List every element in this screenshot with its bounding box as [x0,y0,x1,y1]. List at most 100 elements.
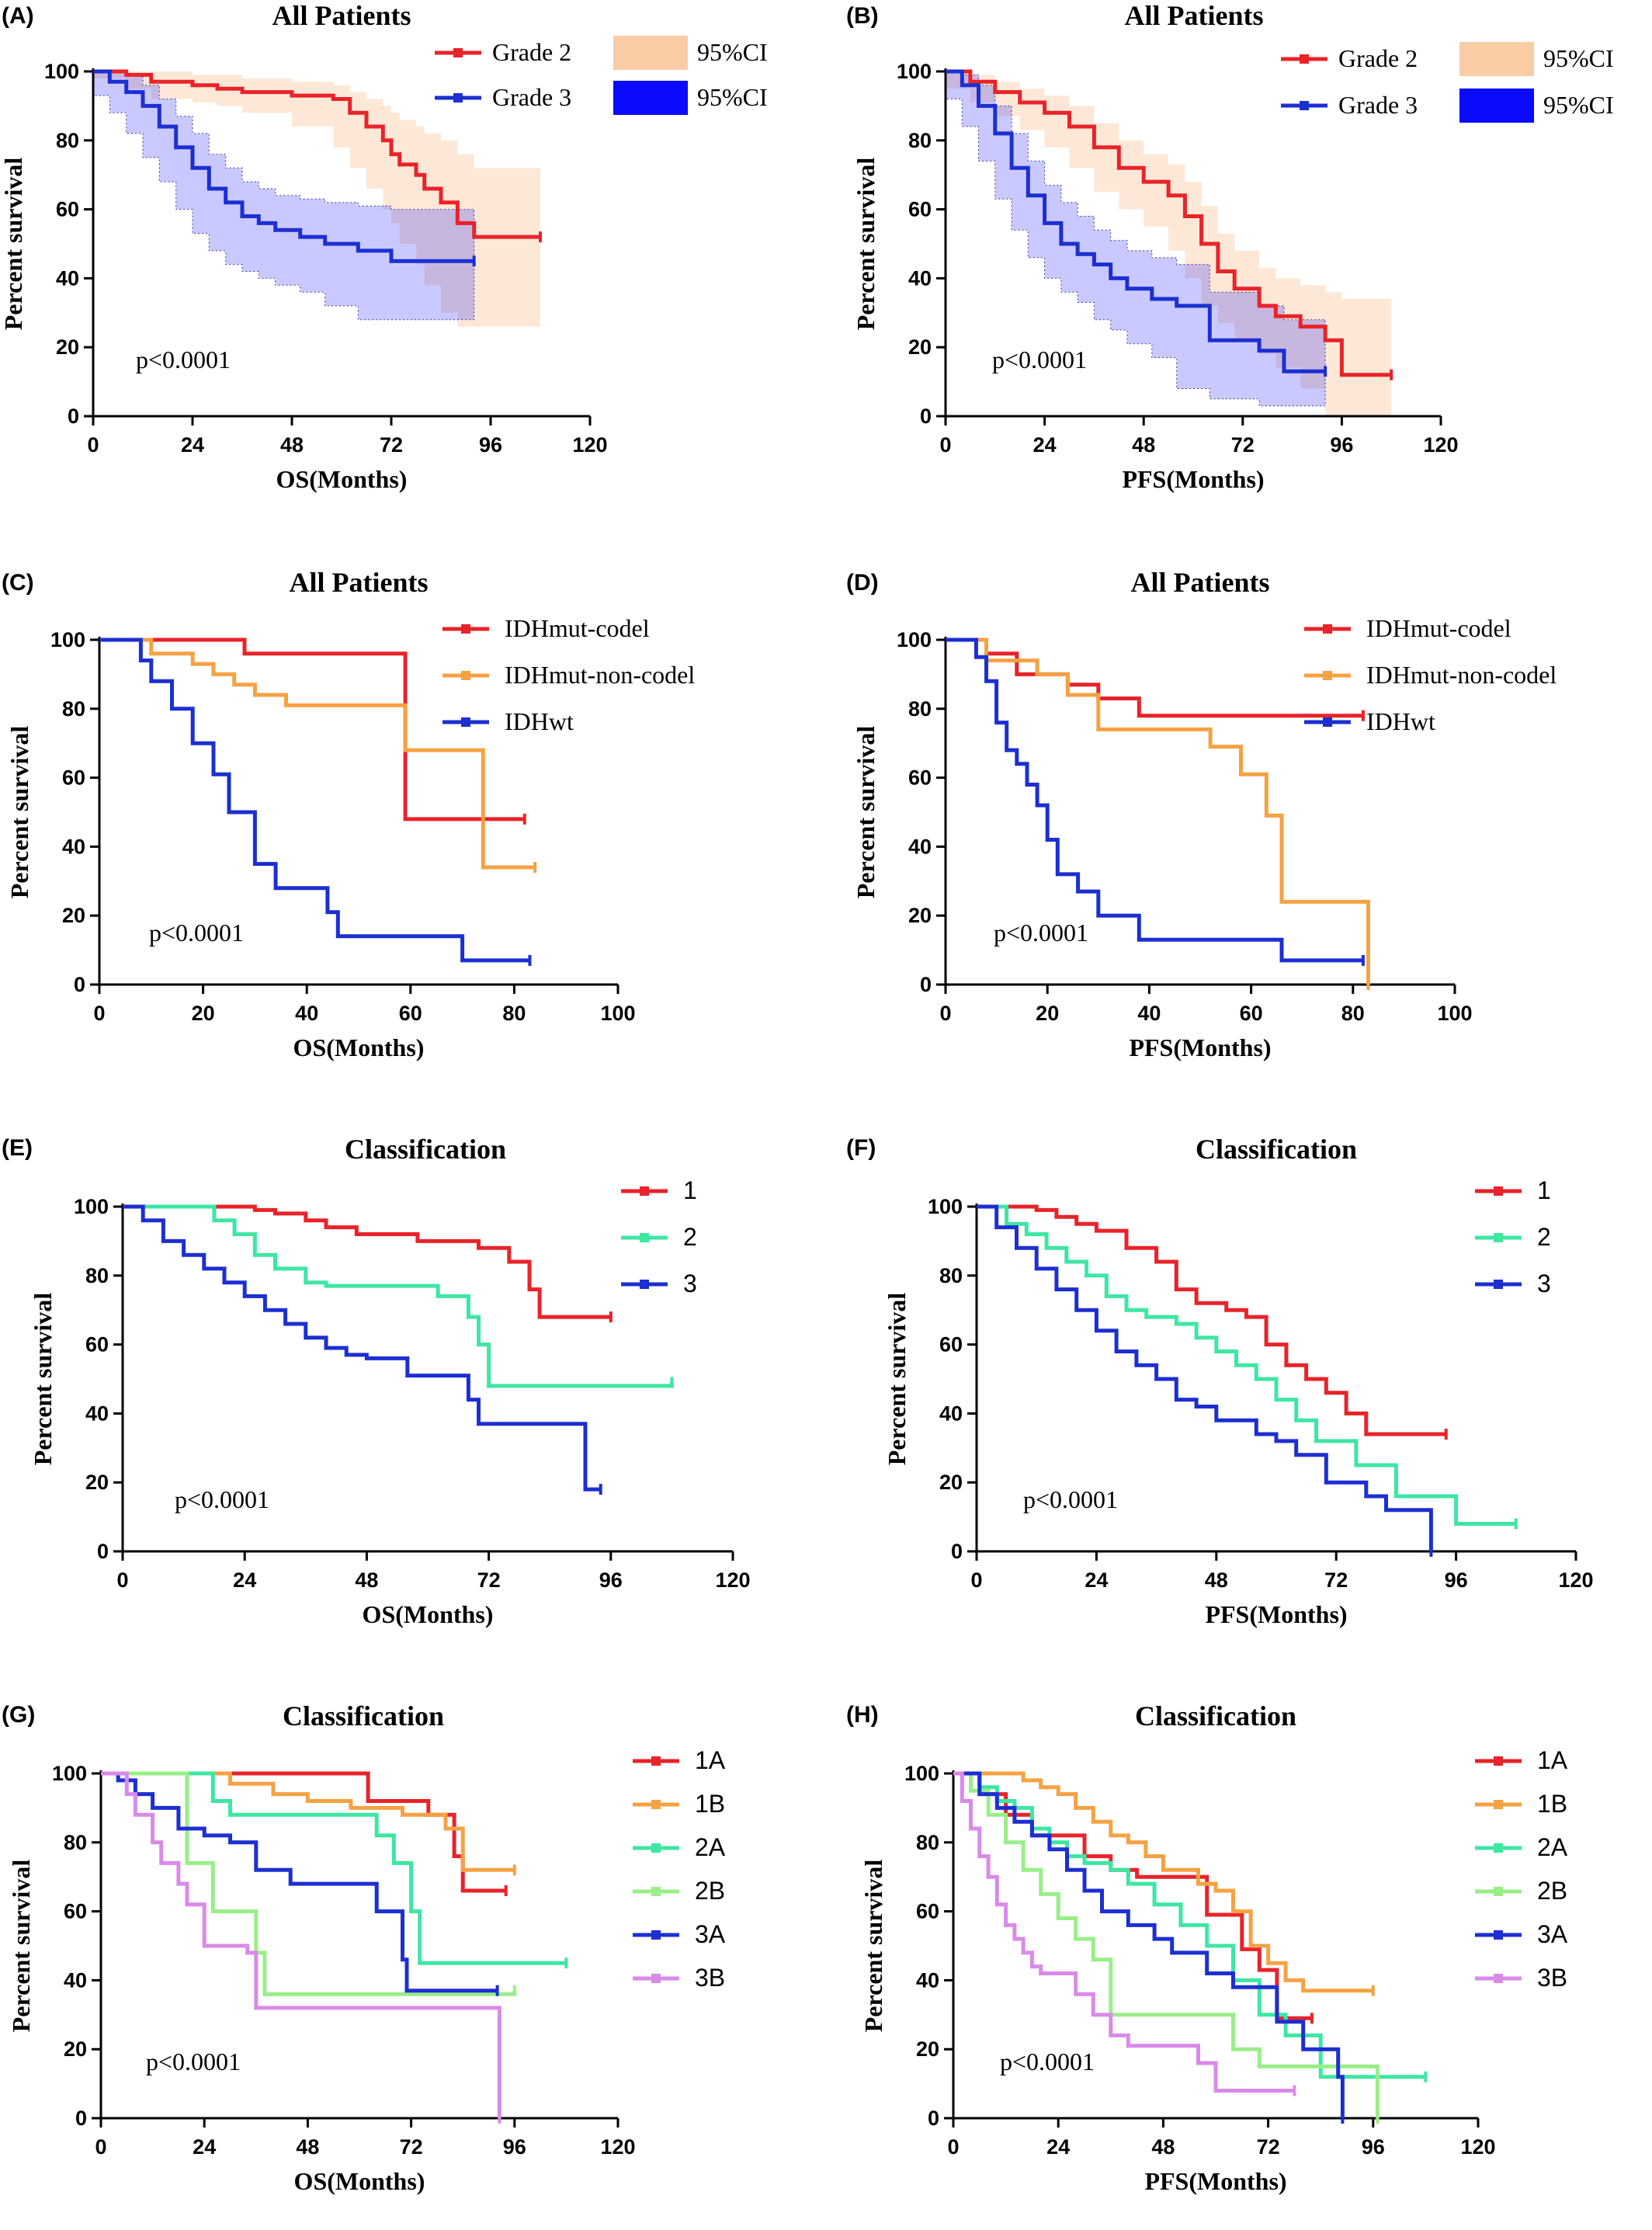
km-panel-g: (G) Classification 0 20 40 60 80 100 0 24 48 72 96 12… [2,1700,726,2195]
x-tick-label: 48 [355,1568,378,1592]
x-tick-label: 96 [1330,433,1353,457]
km-panel-d: (D) All Patients 0 20 40 60 80 100 0 20 40 60 80 100 P… [846,567,1557,1061]
x-tick-label: 0 [947,2135,959,2159]
y-tick-label: 0 [951,1540,963,1563]
x-tick-label: 80 [502,1002,526,1025]
legend-marker [1323,624,1332,634]
y-axis-label: Percent survival [0,158,27,331]
legend-label: 3B [695,1964,725,1992]
legend-label: 3B [1537,1964,1567,1992]
legend-ci-swatch [1459,42,1534,76]
x-tick-label: 20 [1036,1002,1059,1025]
x-tick-label: 120 [600,2135,635,2159]
x-tick-label: 72 [1257,2135,1280,2159]
x-tick-label: 0 [939,433,951,457]
chart-title: Classification [1196,1134,1357,1165]
survival-line-1 [977,1204,1446,1436]
y-tick-label: 20 [62,904,85,927]
survival-line-grade-3 [946,69,1326,373]
y-axis-label: Percent survival [852,158,880,331]
y-tick-label: 60 [916,1900,939,1923]
x-tick-label: 24 [1033,433,1057,457]
y-tick-label: 0 [74,973,85,996]
survival-line-1b [953,1771,1373,1993]
legend-marker [1494,1974,1503,1983]
y-tick-label: 100 [897,60,932,83]
x-axis-label: OS(Months) [363,1600,494,1628]
x-tick-label: 120 [1460,2135,1495,2159]
legend-marker [651,1843,661,1853]
x-tick-label: 24 [1046,2135,1070,2159]
x-axis-label: OS(Months) [276,465,408,493]
survival-line-3a [101,1771,498,1993]
y-tick-label: 20 [916,2037,939,2061]
y-tick-label: 100 [904,1762,939,1785]
legend-marker [1323,671,1332,680]
legend-marker [651,1887,661,1896]
y-tick-label: 80 [56,129,79,152]
x-tick-label: 48 [1205,1568,1228,1592]
y-tick-label: 40 [908,266,932,290]
x-tick-label: 24 [1085,1568,1108,1592]
x-axis-label: PFS(Months) [1144,2167,1286,2195]
legend-label: IDHwt [1366,707,1435,735]
legend-ci-swatch [613,81,688,115]
y-tick-label: 0 [928,2107,939,2130]
x-tick-label: 120 [1423,433,1458,457]
legend-marker [640,1186,649,1196]
legend-marker [1300,54,1309,64]
y-axis-label: Percent survival [5,726,33,899]
x-tick-label: 40 [1137,1002,1161,1025]
chart-title: All Patients [1131,567,1270,598]
legend-marker [651,1800,661,1809]
survival-line-grade-2 [93,69,540,239]
y-tick-label: 100 [52,1762,87,1785]
survival-line-idhmut-non-codel [99,637,536,870]
y-axis-label: Percent survival [859,1860,887,2033]
chart-title: Classification [1135,1700,1296,1732]
legend-marker [461,624,470,634]
y-tick-label: 40 [85,1402,109,1425]
y-tick-label: 40 [916,1968,939,1992]
y-tick-label: 0 [97,1540,109,1563]
survival-line-1 [123,1204,611,1319]
survival-line-idhmut-non-codel [946,637,1370,985]
x-tick-label: 72 [1324,1568,1348,1592]
x-tick-label: 72 [380,433,403,457]
x-tick-label: 96 [1362,2135,1385,2159]
legend-label: 2B [695,1877,725,1905]
x-tick-label: 96 [479,433,502,457]
legend-label: 2B [1537,1877,1567,1905]
y-tick-label: 60 [939,1333,963,1356]
legend-label: 3A [1537,1920,1568,1948]
legend-marker [651,1974,661,1983]
y-tick-label: 80 [908,697,932,721]
y-tick-label: 60 [62,766,85,790]
survival-line-3b [101,1771,502,2118]
legend-label: Grade 3 [492,83,571,111]
legend-marker [1494,1843,1503,1853]
y-tick-label: 100 [928,1195,963,1218]
x-tick-label: 0 [93,1002,105,1025]
x-tick-label: 20 [192,1002,215,1025]
survival-line-3 [123,1204,601,1492]
legend-marker [461,717,470,727]
survival-line-idhwt [99,637,530,963]
survival-line-idhmut-codel [946,637,1363,718]
p-value: p<0.0001 [136,346,231,373]
legend-marker [1494,1800,1503,1809]
y-tick-label: 80 [939,1264,963,1287]
x-tick-label: 0 [939,1002,951,1025]
y-tick-label: 60 [908,198,932,221]
x-tick-label: 48 [1132,433,1155,457]
y-tick-label: 40 [64,1968,87,1992]
y-tick-label: 60 [85,1333,109,1356]
ci-band-grade-3 [945,71,1326,407]
legend-marker [640,1280,649,1289]
y-tick-label: 40 [62,835,85,858]
y-tick-label: 80 [62,697,85,721]
x-axis-label: PFS(Months) [1205,1600,1347,1628]
y-axis-label: Percent survival [29,1293,57,1466]
